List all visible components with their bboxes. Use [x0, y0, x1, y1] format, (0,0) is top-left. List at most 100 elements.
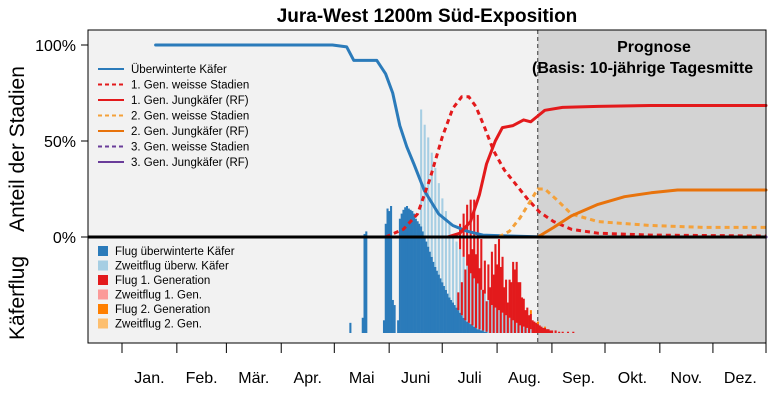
x-tick-label: Apr.: [294, 370, 322, 387]
legend-label: 2. Gen. weisse Stadien: [131, 111, 249, 123]
x-tick-label: Juli: [458, 370, 482, 387]
flight-bar: [526, 307, 529, 328]
y-tick-label: 0%: [53, 230, 76, 247]
legend-label: Flug 2. Generation: [115, 304, 210, 316]
flight-bar: [526, 327, 529, 333]
flight-bar: [474, 327, 478, 333]
flight-bar: [414, 218, 417, 333]
flight-bar: [547, 329, 550, 333]
flight-bar: [409, 209, 412, 333]
flight-bar: [423, 236, 426, 333]
flight-bar: [490, 251, 493, 306]
flight-bar: [485, 301, 488, 332]
flight-bar: [543, 326, 547, 328]
legend-swatch: [98, 304, 108, 314]
flight-bar: [496, 264, 499, 333]
flight-bar: [363, 233, 366, 333]
flight-bar: [444, 289, 447, 333]
legend-swatch: [98, 289, 108, 300]
flight-bar: [485, 331, 488, 333]
flight-bar: [480, 289, 483, 331]
x-tick-label: Jan.: [134, 370, 164, 387]
legend-label: Überwinterte Käfer: [131, 64, 227, 76]
flight-bar: [469, 324, 472, 333]
flight-bar: [464, 269, 467, 321]
flight-bar: [402, 209, 405, 333]
flight-bar: [487, 299, 490, 333]
flight-bar: [476, 283, 479, 330]
flight-bar: [473, 278, 476, 327]
flight-bar: [513, 269, 516, 333]
flight-bar: [397, 320, 400, 333]
flight-bar: [572, 331, 575, 333]
flight-bar: [487, 264, 490, 300]
flight-bar: [482, 289, 485, 331]
flight-bar: [382, 320, 386, 333]
series-line: [154, 43, 768, 239]
flight-bar: [457, 292, 460, 311]
y-axis: 100% 50% 0%: [35, 38, 88, 247]
flight-bar: [505, 315, 508, 333]
flight-bar: [462, 256, 465, 318]
flight-bar: [478, 268, 481, 330]
legend-label: Flug überwinterte Käfer: [115, 246, 235, 258]
flight-bar: [483, 260, 486, 294]
flight-bar: [482, 330, 485, 333]
flight-bar: [437, 183, 440, 275]
x-tick-label: Mai: [349, 370, 375, 387]
flight-bar: [566, 331, 570, 333]
flight-bar: [451, 233, 455, 303]
legend-label: 2. Gen. Jungkäfer (RF): [131, 126, 249, 138]
flight-bar: [480, 330, 483, 333]
flight-bar: [425, 241, 428, 333]
flight-bar: [501, 256, 504, 313]
flight-bar: [462, 317, 465, 333]
forecast-label: Prognose (Basis: 10-jährige Tagesmitte: [532, 39, 753, 77]
flight-bar: [466, 265, 469, 322]
flight-bar: [421, 231, 424, 333]
x-tick-label: Mär.: [238, 370, 269, 387]
y-tick-label: 100%: [35, 38, 76, 55]
flight-bar: [427, 246, 430, 333]
legend-swatch: [98, 275, 108, 285]
flight-bar: [471, 249, 474, 326]
flight-axis-label: Käferflug: [6, 256, 29, 340]
forecast-title: Prognose: [617, 39, 691, 56]
flight-bar: [386, 208, 389, 333]
legend-swatch: [98, 318, 108, 329]
flight-bar: [508, 317, 511, 333]
flight-bar: [393, 305, 396, 333]
flight-bar: [460, 315, 463, 333]
flight-bar: [441, 282, 444, 333]
flight-bar: [529, 310, 532, 314]
flight-bar: [531, 320, 534, 333]
x-tick-label: Juni: [401, 370, 430, 387]
flight-bar: [423, 124, 426, 237]
flight-bar: [437, 274, 440, 333]
flight-bar: [439, 278, 442, 333]
flight-bar: [400, 213, 403, 333]
flight-bar: [448, 297, 451, 333]
flight-bar: [494, 307, 497, 333]
flight-bar: [407, 208, 410, 333]
flight-bar: [543, 327, 547, 333]
flight-bar: [434, 167, 437, 267]
x-tick-label: Dez.: [724, 370, 757, 387]
flight-bar: [505, 279, 508, 316]
series-line: [536, 188, 768, 239]
flight-bar: [453, 305, 456, 333]
flight-bar: [492, 274, 495, 333]
flight-bar: [457, 310, 460, 333]
flight-bar: [551, 330, 554, 333]
flight-bar: [538, 325, 541, 333]
flight-bar: [441, 198, 444, 283]
flight-bar: [467, 322, 470, 333]
y-tick-label: 50%: [44, 134, 76, 151]
flight-bar: [391, 299, 394, 333]
flight-bar: [462, 213, 465, 257]
x-tick-label: Nov.: [671, 370, 703, 387]
flight-bar: [455, 241, 458, 308]
legend-swatch: [98, 246, 108, 256]
flight-bar: [499, 266, 502, 333]
